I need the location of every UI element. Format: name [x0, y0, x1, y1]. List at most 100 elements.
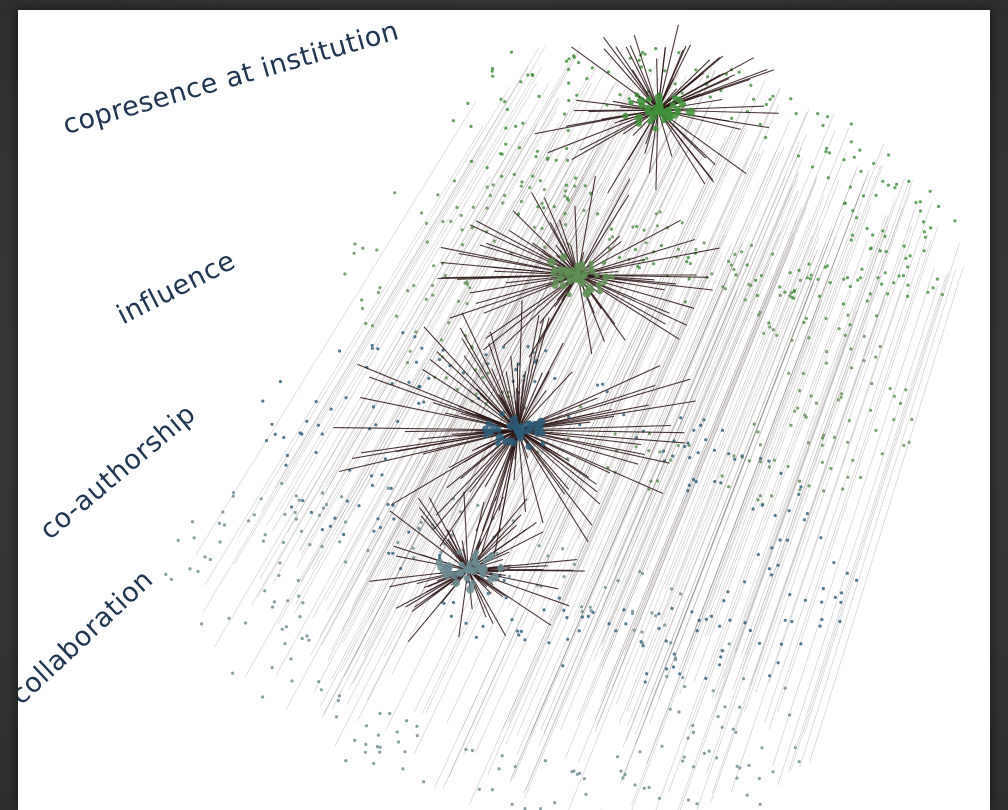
- network-node: [663, 623, 667, 627]
- network-node: [344, 520, 348, 524]
- core-node: [533, 426, 542, 436]
- network-node: [842, 158, 846, 162]
- network-node: [485, 206, 489, 210]
- intralayer-edge: [543, 197, 579, 276]
- network-node: [683, 300, 688, 304]
- network-node: [590, 66, 594, 70]
- interlayer-edge: [510, 136, 727, 600]
- network-node: [745, 263, 749, 267]
- network-node: [749, 283, 753, 288]
- network-node: [752, 97, 756, 101]
- intralayer-edge: [357, 363, 519, 431]
- network-node: [357, 504, 361, 508]
- network-node: [937, 204, 941, 209]
- intralayer-edge: [439, 429, 519, 547]
- core-node: [568, 267, 577, 275]
- network-node: [389, 486, 393, 490]
- network-node: [789, 97, 793, 101]
- network-node: [856, 278, 860, 282]
- interlayer-edge: [467, 87, 693, 538]
- network-node: [500, 754, 504, 758]
- network-node: [321, 506, 325, 510]
- intralayer-edge: [577, 274, 593, 355]
- interlayer-edge: [330, 177, 584, 651]
- network-node: [807, 441, 811, 445]
- network-node: [848, 284, 852, 289]
- network-node: [399, 567, 403, 571]
- core-node: [494, 440, 502, 447]
- network-node: [722, 599, 726, 603]
- network-node: [176, 538, 180, 543]
- interlayer-edge: [600, 179, 798, 654]
- network-node: [768, 325, 772, 329]
- network-node: [535, 149, 540, 153]
- intralayer-edge: [483, 274, 579, 314]
- network-node: [461, 371, 465, 375]
- network-node: [566, 198, 571, 202]
- intralayer-edge: [517, 429, 685, 434]
- interlayer-edge: [451, 110, 680, 568]
- network-node: [687, 483, 691, 487]
- network-node: [352, 251, 356, 255]
- network-node: [665, 667, 669, 671]
- core-node: [647, 117, 654, 125]
- intralayer-edge: [517, 400, 696, 431]
- interlayer-edge: [319, 222, 575, 707]
- network-node: [541, 206, 546, 210]
- network-node: [284, 463, 288, 467]
- network-node: [712, 448, 717, 452]
- network-node: [614, 629, 618, 633]
- interlayer-edge: [278, 66, 543, 513]
- network-node: [510, 802, 514, 806]
- network-node: [340, 495, 344, 499]
- network-node: [683, 685, 687, 689]
- network-node: [676, 444, 680, 448]
- network-node: [504, 126, 508, 130]
- network-node: [737, 70, 741, 74]
- interlayer-edge: [311, 112, 569, 570]
- network-node: [729, 263, 734, 267]
- network-node: [713, 479, 717, 484]
- network-node: [582, 208, 586, 213]
- interlayer-edge: [492, 100, 713, 555]
- network-node: [567, 98, 571, 103]
- network-node: [775, 333, 779, 337]
- network-node: [883, 234, 887, 238]
- network-node: [760, 503, 764, 507]
- network-node: [280, 627, 284, 631]
- network-node: [419, 211, 424, 215]
- network-node: [641, 50, 645, 55]
- intralayer-edge: [625, 46, 659, 111]
- network-node: [283, 642, 287, 646]
- network-node: [314, 450, 318, 455]
- network-node: [779, 471, 783, 475]
- network-node: [320, 544, 324, 549]
- interlayer-edge: [397, 80, 638, 530]
- network-node: [826, 115, 830, 119]
- network-node: [743, 621, 747, 625]
- network-node: [881, 179, 885, 183]
- core-node: [485, 420, 493, 428]
- network-node: [564, 183, 569, 187]
- network-node: [631, 611, 635, 616]
- intralayer-edge: [517, 429, 527, 512]
- core-node: [679, 100, 687, 109]
- network-node: [762, 331, 766, 335]
- interlayer-edge: [606, 157, 803, 627]
- network-node: [827, 151, 832, 155]
- intralayer-edge: [577, 219, 682, 276]
- network-node: [848, 185, 852, 189]
- network-node: [573, 184, 577, 188]
- interlayer-edge: [204, 125, 484, 586]
- network-node: [540, 201, 544, 206]
- network-node: [814, 401, 819, 405]
- network-node: [164, 572, 168, 577]
- interlayer-edge: [274, 47, 540, 489]
- interlayer-edge: [576, 104, 780, 560]
- network-node: [460, 243, 465, 247]
- network-node: [420, 346, 424, 350]
- interlayer-edge: [342, 171, 593, 644]
- network-node: [422, 780, 426, 784]
- network-node: [583, 184, 587, 188]
- interlayer-edge: [337, 75, 590, 523]
